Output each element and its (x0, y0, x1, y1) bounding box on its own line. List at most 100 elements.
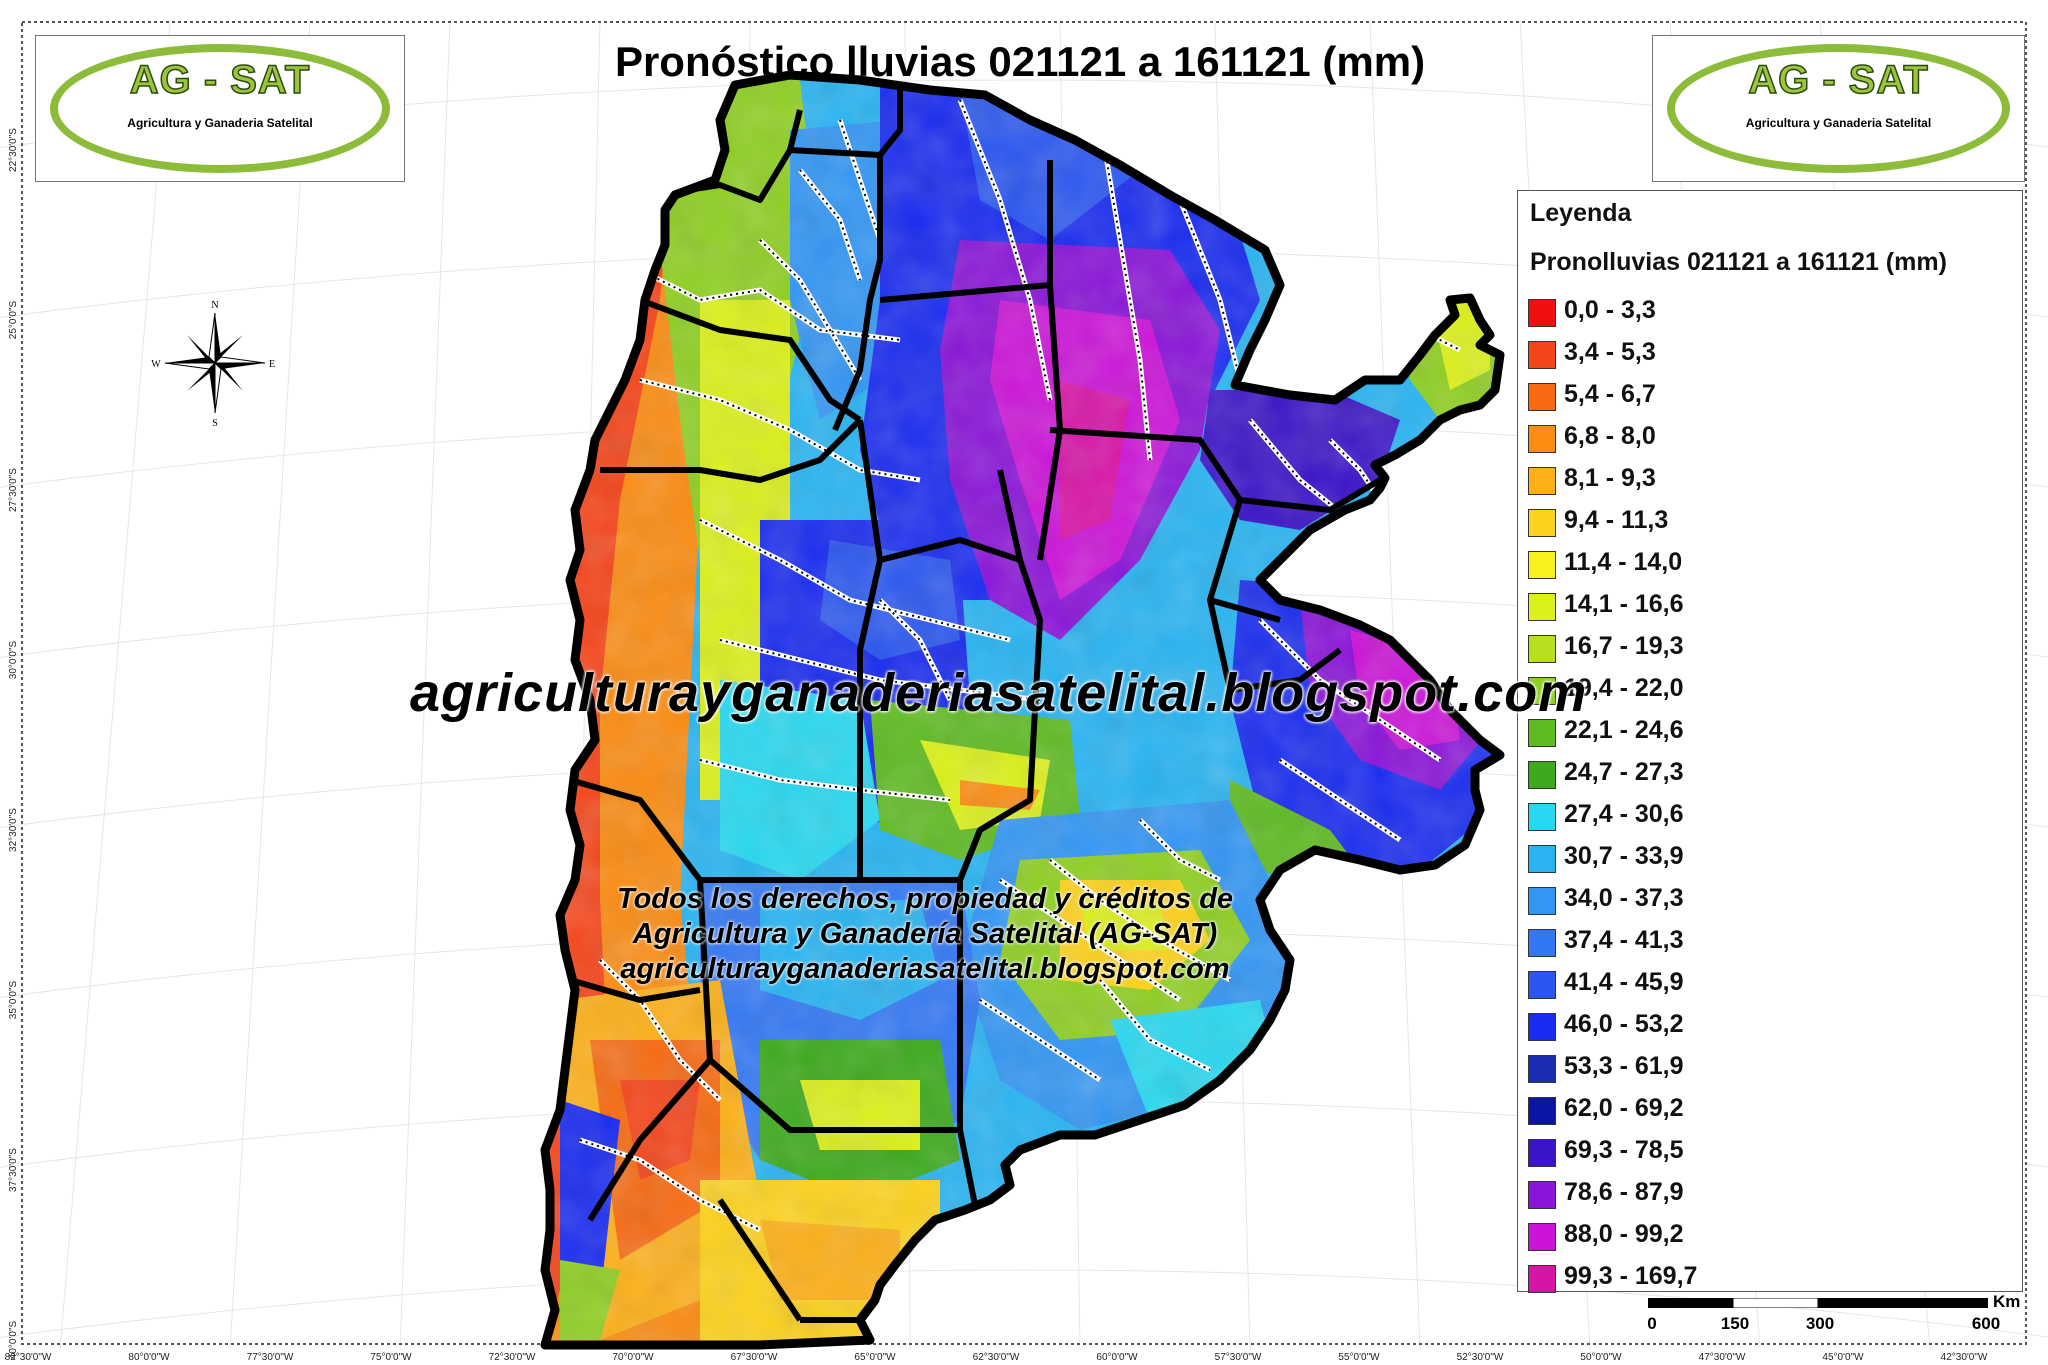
legend-label: 34,0 - 37,3 (1564, 884, 1684, 912)
legend-swatch (1528, 887, 1556, 915)
lon-axis-labels: 82°30'0"W 80°0'0"W 77°30'0"W 75°0'0"W 72°30'… (5, 1352, 1988, 1363)
legend-swatch (1528, 383, 1556, 411)
lat-label: 40°0'0"S (8, 1320, 19, 1359)
lon-label: 47°30'0"W (1699, 1352, 1746, 1363)
legend-label: 99,3 - 169,7 (1564, 1262, 1698, 1290)
legend-label: 14,1 - 16,6 (1564, 590, 1684, 618)
lat-axis-labels: 22°30'0"S 25°0'0"S 27°30'0"S 30°0'0"S 32°30'… (8, 128, 19, 1359)
legend-label: 46,0 - 53,2 (1564, 1010, 1684, 1038)
legend-label: 19,4 - 22,0 (1564, 674, 1684, 702)
ag-sat-logo-right: AG - SAT Agricultura y Ganaderia Satelit… (1652, 35, 2025, 182)
legend-heading: Leyenda (1530, 199, 1632, 227)
legend-swatch (1528, 551, 1556, 579)
map-title: Pronóstico lluvias 021121 a 161121 (mm) (614, 38, 1426, 85)
logo-main-text: AG - SAT (129, 57, 311, 103)
scale-bar: Km 0 150 300 600 (1647, 1292, 2020, 1342)
legend-label: 69,3 - 78,5 (1564, 1136, 1684, 1164)
legend-swatch (1528, 341, 1556, 369)
scale-tick: 300 (1805, 1314, 1835, 1333)
legend-subtitle: Pronolluvias 021121 a 161121 (mm) (1530, 248, 1947, 276)
scale-tick: 0 (1647, 1314, 1657, 1333)
legend-label: 88,0 - 99,2 (1564, 1220, 1684, 1248)
lon-label: 70°0'0"W (612, 1352, 654, 1363)
legend-label: 62,0 - 69,2 (1564, 1094, 1684, 1122)
credits-block: Todos los derechos, propiedad y créditos… (585, 882, 1265, 987)
lon-label: 65°0'0"W (854, 1352, 896, 1363)
lat-label: 35°0'0"S (8, 980, 19, 1019)
legend-label: 24,7 - 27,3 (1564, 758, 1684, 786)
legend-swatch (1528, 425, 1556, 453)
lon-label: 72°30'0"W (489, 1352, 536, 1363)
legend-label: 6,8 - 8,0 (1564, 422, 1656, 450)
legend-swatch (1528, 509, 1556, 537)
legend-label: 27,4 - 30,6 (1564, 800, 1684, 828)
scale-tick: 150 (1720, 1314, 1750, 1333)
legend-swatch (1528, 1013, 1556, 1041)
legend-swatch (1528, 467, 1556, 495)
lon-label: 80°0'0"W (128, 1352, 170, 1363)
legend-label: 5,4 - 6,7 (1564, 380, 1656, 408)
legend-swatch (1528, 719, 1556, 747)
map-frame (21, 21, 2027, 1345)
legend-swatch (1528, 299, 1556, 327)
credits-line: agriculturayganaderiasatelital.blogspot.… (620, 953, 1230, 985)
legend-label: 16,7 - 19,3 (1564, 632, 1684, 660)
department-lines (579, 99, 1462, 1233)
lon-label: 50°0'0"W (1580, 1352, 1622, 1363)
legend-swatch (1528, 1055, 1556, 1083)
compass-e: E (269, 359, 275, 370)
legend-swatch (1528, 929, 1556, 957)
compass-w: W (151, 359, 161, 370)
logo-ring (50, 44, 390, 173)
lat-label: 22°30'0"S (8, 128, 19, 172)
compass-s: S (212, 418, 218, 428)
lon-label: 60°0'0"W (1096, 1352, 1138, 1363)
north-arrow-compass: N S E W (151, 300, 275, 428)
lon-label: 75°0'0"W (370, 1352, 412, 1363)
legend-label: 0,0 - 3,3 (1564, 296, 1656, 324)
legend-label: 41,4 - 45,9 (1564, 968, 1684, 996)
ag-sat-logo-left: AG - SAT Agricultura y Ganaderia Satelit… (35, 35, 405, 182)
lon-label: 82°30'0"W (5, 1352, 52, 1363)
legend-label: 30,7 - 33,9 (1564, 842, 1684, 870)
legend-swatch (1528, 761, 1556, 789)
legend-label: 78,6 - 87,9 (1564, 1178, 1684, 1206)
lon-label: 55°0'0"W (1338, 1352, 1380, 1363)
credits-line: Agricultura y Ganadería Satelital (AG-SA… (632, 918, 1218, 950)
lon-label: 57°30'0"W (1215, 1352, 1262, 1363)
legend-swatch (1528, 803, 1556, 831)
lon-label: 62°30'0"W (973, 1352, 1020, 1363)
scale-bar-graphic (1648, 1298, 1988, 1308)
legend-label: 9,4 - 11,3 (1564, 506, 1669, 534)
lat-label: 30°0'0"S (8, 640, 19, 679)
legend-swatch (1528, 677, 1556, 705)
legend-label: 22,1 - 24,6 (1564, 716, 1684, 744)
watermark-url: agriculturayganaderiasatelital.blogspot.… (410, 663, 1588, 723)
compass-n: N (211, 300, 218, 311)
lon-label: 45°0'0"W (1822, 1352, 1864, 1363)
legend-label: 53,3 - 61,9 (1564, 1052, 1684, 1080)
legend-swatch (1528, 845, 1556, 873)
logo-ring (1667, 44, 2010, 173)
legend-label: 3,4 - 5,3 (1564, 338, 1656, 366)
scale-unit: Km (1993, 1292, 2021, 1311)
lon-label: 52°30'0"W (1457, 1352, 1504, 1363)
legend-label: 11,4 - 14,0 (1564, 548, 1683, 576)
legend-swatch (1528, 635, 1556, 663)
lat-label: 32°30'0"S (8, 808, 19, 852)
legend-swatch (1528, 593, 1556, 621)
logo-main-text: AG - SAT (1747, 57, 1929, 103)
province-borders (569, 90, 1392, 1333)
lat-label: 37°30'0"S (8, 1148, 19, 1192)
logo-subtitle: Agricultura y Ganaderia Satelital (1745, 116, 1932, 130)
legend-label: 8,1 - 9,3 (1564, 464, 1656, 492)
legend-swatch (1528, 1139, 1556, 1167)
legend-swatch (1528, 1181, 1556, 1209)
credits-line: Todos los derechos, propiedad y créditos… (616, 883, 1234, 915)
legend-swatch (1528, 1097, 1556, 1125)
legend-swatch (1528, 1265, 1556, 1293)
legend-panel: Leyenda Pronolluvias 021121 a 161121 (mm… (1517, 190, 2023, 1293)
scale-tick: 600 (1971, 1314, 2001, 1333)
